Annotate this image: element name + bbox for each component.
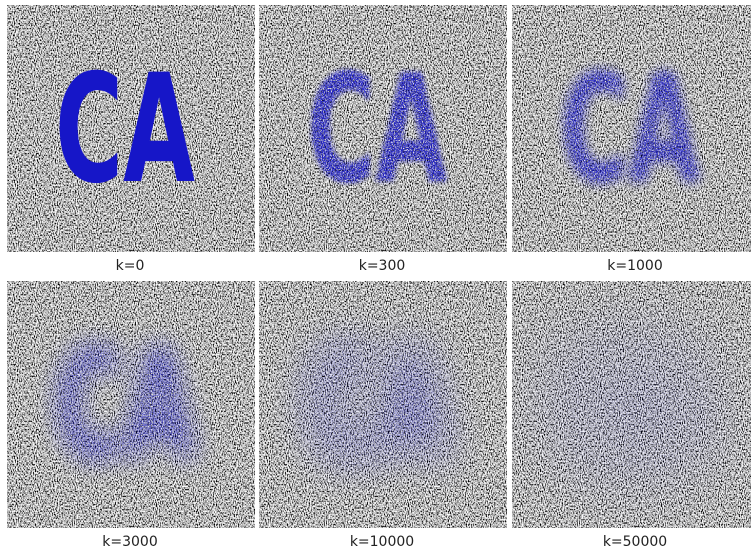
image-letters: CA [307,319,447,493]
image-letters: CA [560,319,700,493]
panel-label: k=300 [359,258,406,274]
panel-image: CA [259,281,507,528]
image-letters: CA [307,43,447,217]
panel-image: CA [7,281,255,528]
noise-texture [512,5,751,252]
panel-label: k=50000 [603,534,667,550]
panel-image: CA [512,281,751,528]
panel-image: CA [7,5,255,252]
panel-label: k=3000 [102,534,157,550]
image-letters: CA [55,43,195,217]
noise-texture [7,5,255,252]
noise-texture [7,281,255,528]
panel-label: k=1000 [607,258,662,274]
image-letters: CA [560,43,700,217]
panel-label: k=0 [116,258,145,274]
panel-label: k=10000 [350,534,414,550]
noise-texture [512,281,751,528]
image-letters: CA [55,319,195,493]
panel-image: CA [512,5,751,252]
noise-texture [259,5,507,252]
panel-image: CA [259,5,507,252]
noise-texture [259,281,507,528]
